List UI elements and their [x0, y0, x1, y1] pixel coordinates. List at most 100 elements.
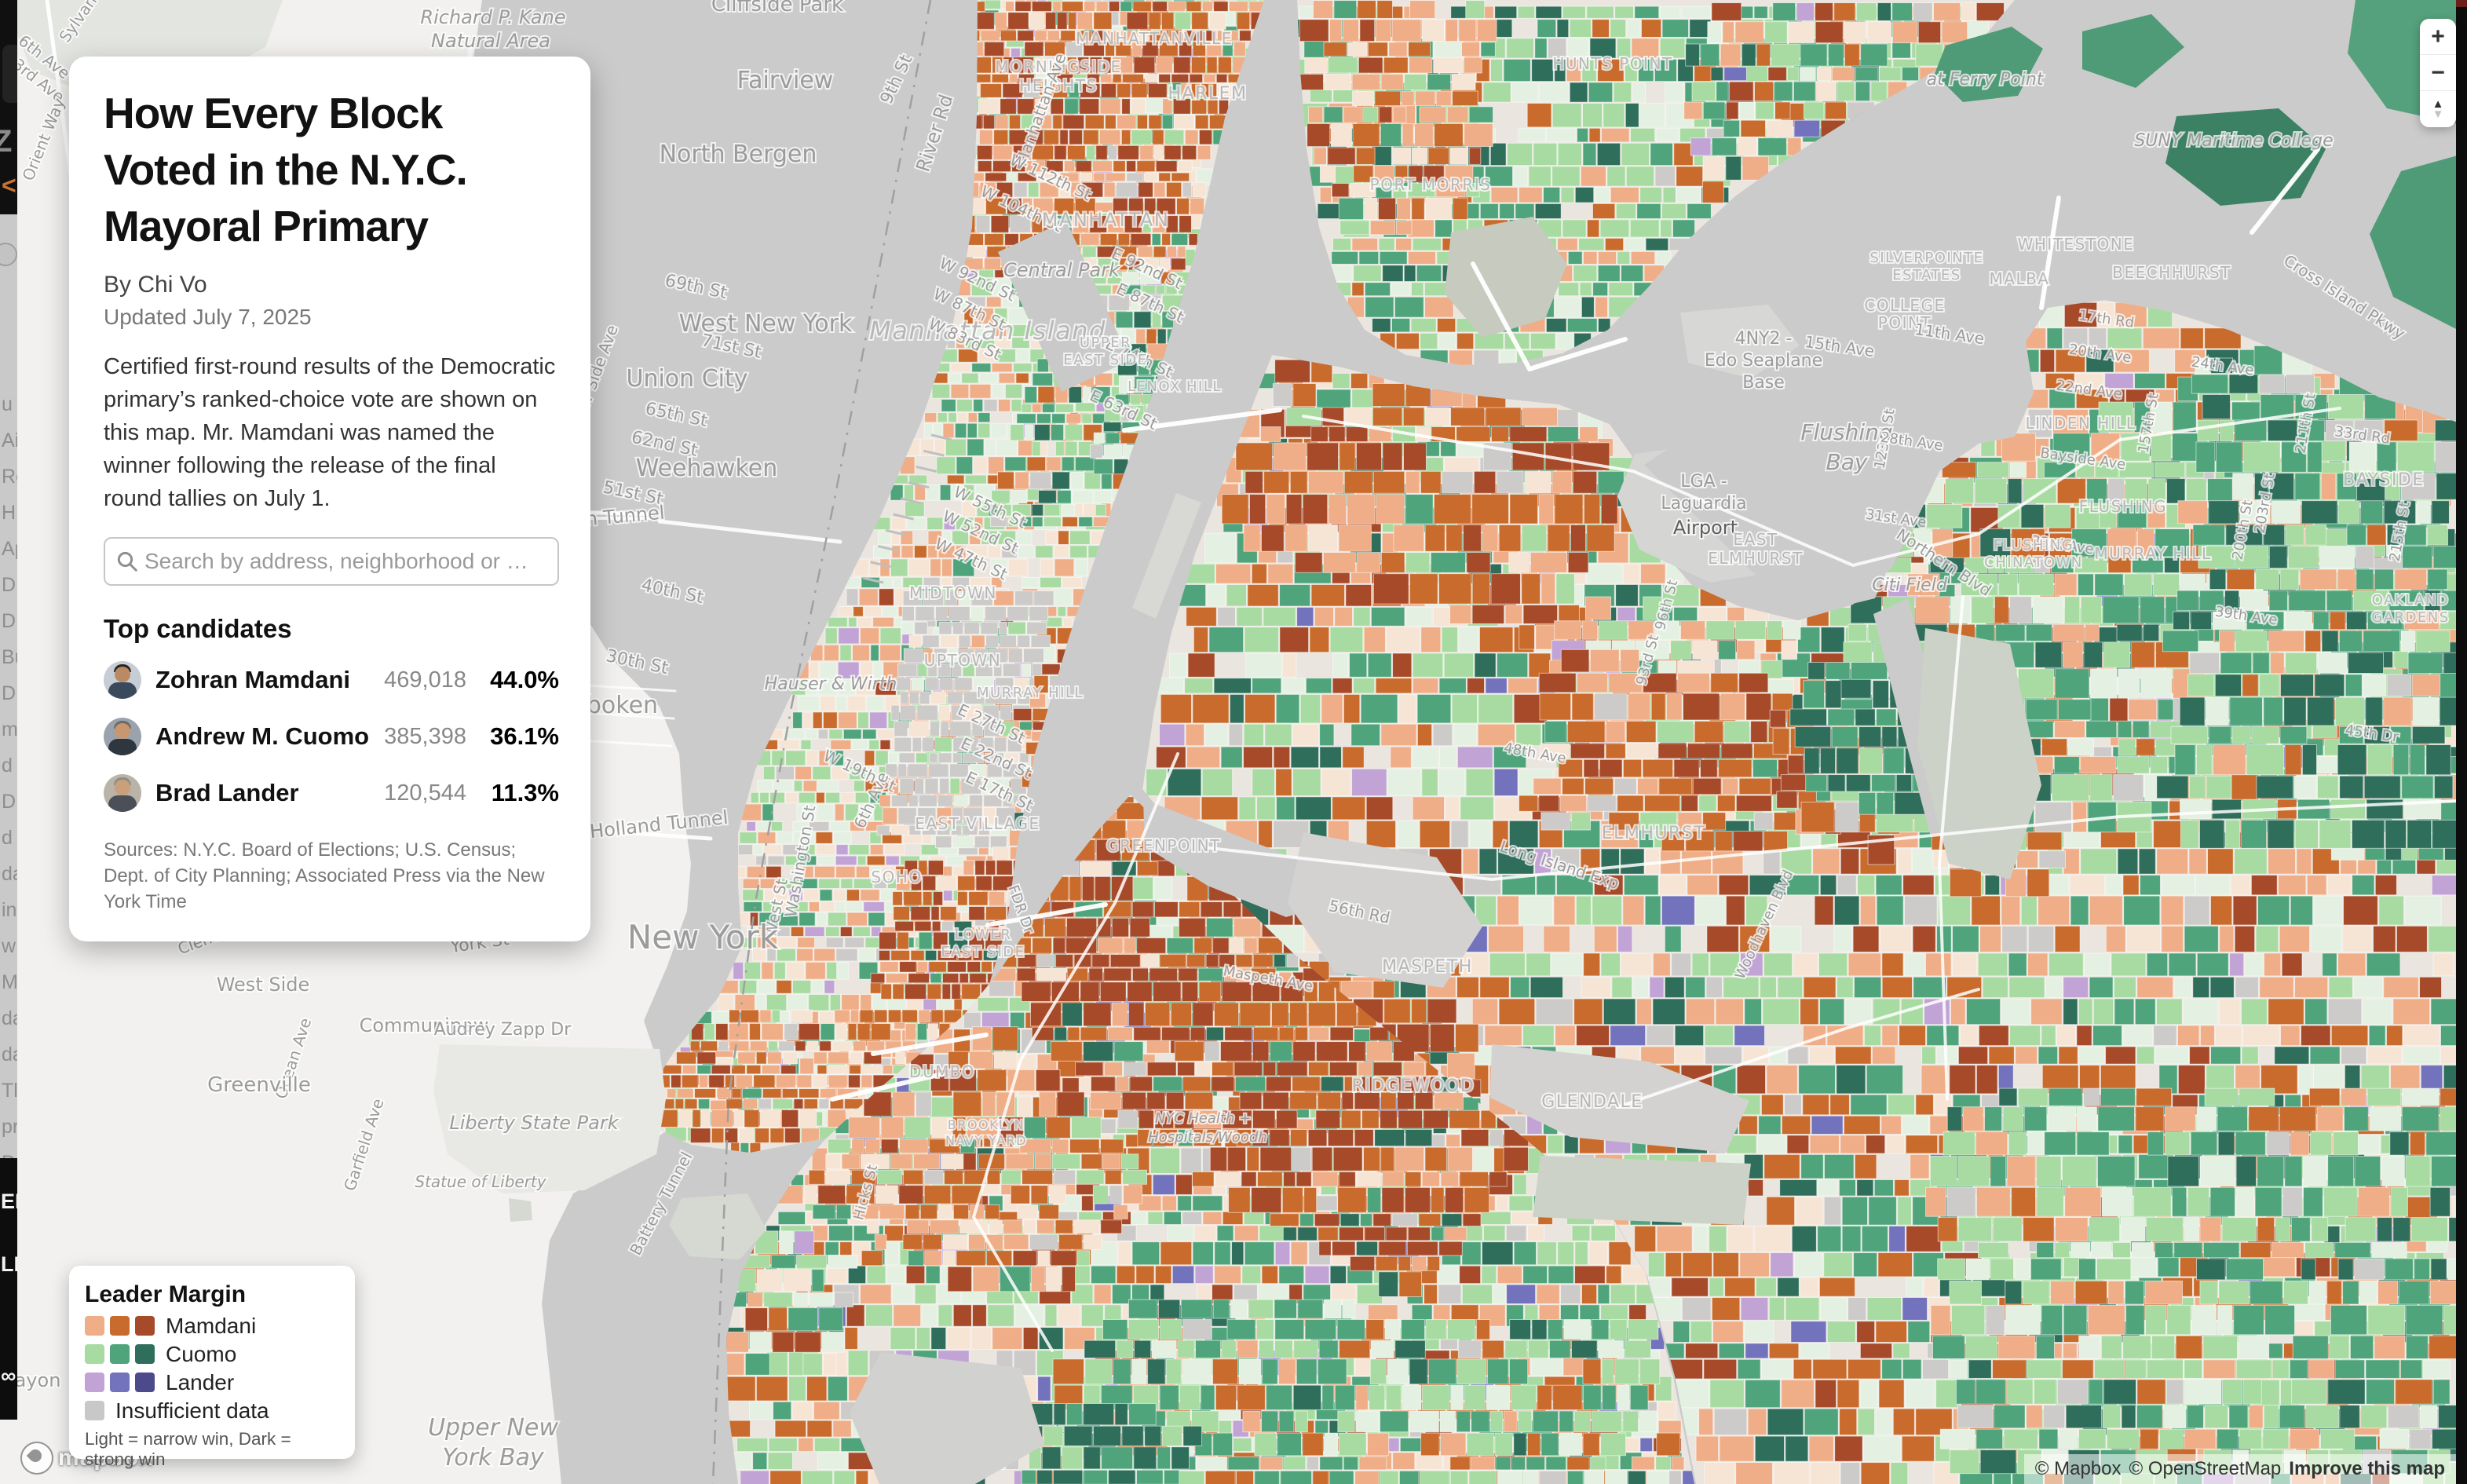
- map-label: MANHATTAN: [1042, 209, 1170, 231]
- choropleth-blocks: [1683, 2, 2005, 203]
- map-label: ayon: [15, 1369, 61, 1391]
- map-label: Citi Field: [1872, 576, 1948, 595]
- map-label: GREENPOINT: [1106, 836, 1221, 855]
- map-label: POINT: [1878, 313, 1932, 332]
- edge-text-fragment: EL: [1, 1190, 17, 1213]
- collapse-chevron-icon[interactable]: <: [2, 171, 16, 199]
- edge-text-fragment: ∞: [1, 1364, 16, 1387]
- map-label: Bay: [1826, 449, 1868, 475]
- map-label: Hauser & Wirth: [765, 674, 897, 694]
- pier: [930, 433, 952, 441]
- road: [971, 752, 1179, 1352]
- throgs-neck: [2082, 14, 2184, 88]
- improve-map-link[interactable]: Improve this map: [2289, 1458, 2445, 1479]
- legend-swatch: [110, 1316, 130, 1336]
- zoom-in-button[interactable]: +: [2420, 19, 2456, 55]
- edge-text-fragment: Ap: [2, 538, 17, 560]
- map-label: OAKLAND: [2372, 592, 2450, 609]
- candidate-name: Brad Lander: [155, 779, 299, 806]
- search-input[interactable]: [104, 537, 559, 586]
- edge-text-fragment: LI: [1, 1252, 17, 1276]
- map-label: BROOKLYN: [948, 1117, 1025, 1132]
- pier: [877, 545, 899, 553]
- candidate-votes: 120,544: [384, 780, 466, 806]
- legend-label: Cuomo: [166, 1341, 237, 1366]
- map-label: MIDTOWN: [909, 583, 997, 602]
- choropleth-blocks: [876, 590, 1054, 849]
- map-label: Central Park: [1003, 259, 1120, 281]
- liberty-island: [509, 1198, 532, 1222]
- updated-date: Updated July 7, 2025: [104, 305, 312, 329]
- map-label: Audrey Zapp Dr: [434, 1020, 572, 1040]
- left-strip-tab: [2, 45, 17, 103]
- flushing-meadows: [1917, 628, 2041, 879]
- legend-label: Insufficient data: [115, 1398, 269, 1423]
- map-label: EAST SIDE: [1063, 352, 1147, 368]
- cemetery-belt: [1490, 1044, 1749, 1153]
- legend-swatch: [135, 1344, 155, 1364]
- legend-swatches-mamdani: [85, 1316, 155, 1336]
- green-wood: [850, 1352, 1044, 1484]
- map-label: Union City: [626, 365, 747, 393]
- edge-text-fragment: d: [2, 755, 13, 777]
- left-strip-bottom: EL LI ∞: [0, 1158, 17, 1420]
- map-label: HEIGHTS: [1019, 76, 1098, 95]
- map-label: MURRAY HILL: [977, 685, 1084, 701]
- page-title: How Every Block Voted in the N.Y.C. Mayo…: [104, 89, 468, 250]
- map-label: West Side: [217, 974, 310, 996]
- map-label: COLLEGE: [1864, 296, 1945, 315]
- map-label: MANHATTANVILLE: [1076, 29, 1233, 48]
- map-label: Weehawken: [636, 455, 778, 482]
- candidate-percent: 11.3%: [491, 779, 559, 806]
- map-controls: + − ▲ ▼: [2420, 19, 2456, 127]
- choropleth-blocks: [1052, 1299, 1685, 1484]
- legend-panel: Leader Margin Mamdani Cuomo Lander Insuf…: [69, 1266, 355, 1469]
- attrib-mapbox-link[interactable]: © Mapbox: [2034, 1458, 2122, 1479]
- search-box[interactable]: [104, 537, 559, 586]
- map-label: ELMHURST: [1602, 824, 1705, 843]
- zoom-out-button[interactable]: −: [2420, 55, 2456, 91]
- legend-row-insufficient: Insufficient data: [85, 1398, 339, 1423]
- edge-text-fragment: d: [2, 827, 13, 849]
- compass-up-icon: ▲: [2432, 97, 2444, 111]
- map-label: LGA -: [1680, 472, 1727, 492]
- bridge: [2039, 196, 2061, 310]
- suny-maritime: [2165, 108, 2326, 206]
- left-strip-letter: Z: [0, 124, 13, 159]
- map-label: LINDEN HILL: [2025, 414, 2136, 433]
- edge-text-fragment: D: [2, 682, 16, 704]
- road: [594, 828, 713, 841]
- map-label: EAST: [1733, 530, 1778, 549]
- legend-swatch: [85, 1401, 104, 1420]
- map-label: RIDGEWOOD: [1352, 1076, 1475, 1096]
- legend-swatch: [110, 1344, 130, 1364]
- edge-text-fragment: m: [2, 718, 17, 740]
- pier: [900, 497, 922, 505]
- map-label: SUNY Maritime College: [2134, 131, 2333, 151]
- map-label: Flushing: [1800, 419, 1892, 445]
- legend-row-mamdani: Mamdani: [85, 1314, 339, 1338]
- map-label: MORNINGSIDE: [995, 57, 1121, 76]
- map-label: GLENDALE: [1541, 1092, 1643, 1112]
- edge-text-fragment: u: [2, 393, 13, 415]
- road: [1208, 799, 2459, 882]
- edge-text-fragment: H: [2, 502, 16, 524]
- legend-swatch: [135, 1316, 155, 1336]
- state-boundary: [711, 0, 932, 1484]
- bridge: [830, 1072, 945, 1102]
- compass-down-icon: ▼: [2432, 108, 2444, 121]
- legend-swatches-lander: [85, 1373, 155, 1392]
- map-label: LOWER: [955, 927, 1012, 943]
- compass-button[interactable]: ▲ ▼: [2420, 91, 2456, 127]
- legend-swatch: [85, 1373, 104, 1392]
- attrib-osm-link[interactable]: © OpenStreetMap: [2129, 1458, 2282, 1479]
- legend-swatch: [135, 1373, 155, 1392]
- map-label: Fairview: [737, 67, 834, 94]
- map-label: Richard P. Kane: [420, 6, 565, 28]
- map-label: LENOX HILL: [1128, 378, 1222, 395]
- info-panel: How Every Block Voted in the N.Y.C. Mayo…: [69, 57, 590, 941]
- flushing-bay: [1644, 410, 1938, 617]
- map-label: ELMHURST: [1708, 549, 1804, 568]
